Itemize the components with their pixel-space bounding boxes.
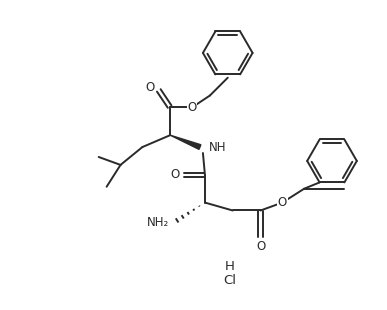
Text: O: O [278,196,287,209]
Text: NH: NH [209,140,226,153]
Text: NH₂: NH₂ [147,216,169,229]
Polygon shape [170,135,201,149]
Text: O: O [146,81,155,94]
Text: Cl: Cl [223,274,236,287]
Text: O: O [256,240,265,253]
Text: O: O [171,168,180,181]
Text: H: H [225,260,235,273]
Text: O: O [187,101,197,114]
